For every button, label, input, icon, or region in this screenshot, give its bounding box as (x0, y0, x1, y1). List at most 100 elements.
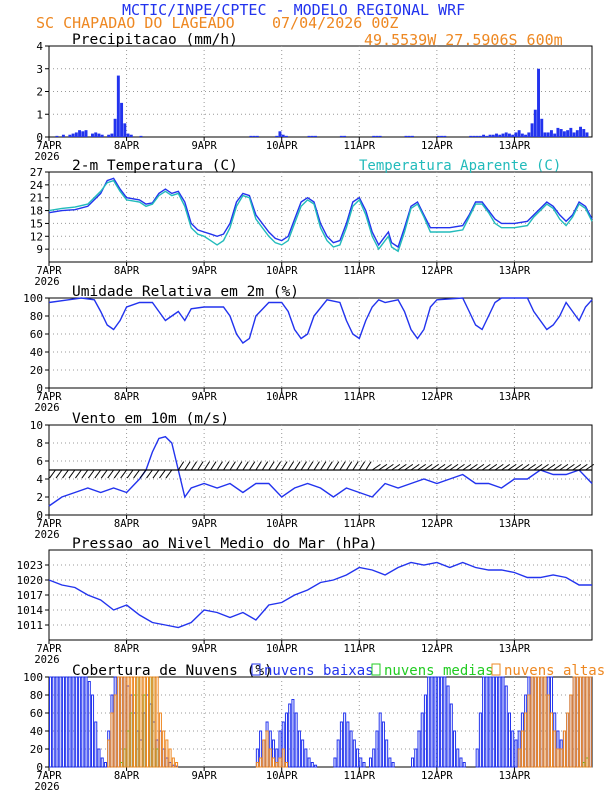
precip-bar (556, 127, 560, 137)
precip-bar (139, 135, 143, 137)
cloud-bar-nuvens-baixas (420, 712, 424, 768)
cloud-bar-nuvens-baixas (511, 730, 515, 768)
cloud-bar-nuvens-baixas (372, 748, 376, 768)
wind-barb (120, 469, 127, 479)
precip-bar (314, 135, 317, 137)
wind-barb (216, 461, 223, 471)
cloud-bar-nuvens-altas (553, 730, 557, 768)
precip-xtick-label: 11APR (343, 140, 375, 152)
precip-bar (498, 134, 502, 137)
wind-barb (455, 463, 465, 471)
precip-bar (378, 135, 382, 137)
cloud-bar-nuvens-altas (116, 676, 120, 768)
cloud-bar-nuvens-baixas (456, 748, 460, 768)
cloud-bar-nuvens-baixas (436, 676, 440, 768)
temp-xtick-label: 12APR (421, 265, 453, 277)
cloud-bar-nuvens-baixas (378, 712, 382, 768)
cloud-ytick-label: 80 (30, 689, 43, 702)
cloud-bar-nuvens-baixas (74, 676, 78, 768)
wind-barb (559, 463, 569, 471)
wind-barb (527, 463, 536, 471)
wind-title: Vento em 10m (m/s) (72, 411, 229, 427)
wind-barb (184, 461, 191, 471)
precip-bar (537, 68, 540, 137)
cloud-bar-nuvens-baixas (58, 676, 62, 768)
cloud-bar-nuvens-baixas (507, 712, 511, 768)
precip-bar (562, 131, 566, 137)
wind-barb (514, 463, 523, 471)
precip-bar (275, 135, 279, 137)
cloud-bar-nuvens-baixas (343, 712, 347, 768)
cloud-bar-nuvens-baixas (488, 676, 492, 768)
precip-bar (585, 132, 589, 137)
wind-barb (100, 469, 108, 479)
cloud-bar-nuvens-baixas (304, 748, 308, 768)
cloud-legend-label: nuvens medias (384, 663, 494, 679)
temp-legend-apparent: Temperatura Aparente (C) (359, 158, 561, 174)
precip-bar (566, 130, 570, 137)
cloud-bar-nuvens-altas (175, 762, 179, 768)
precip-bar (307, 135, 311, 137)
wind-barb (333, 461, 340, 471)
precip-bar (281, 134, 285, 137)
wind-barb (320, 461, 327, 471)
wind-barb (540, 463, 549, 471)
wind-barb (552, 463, 562, 471)
wind-barb (55, 469, 63, 479)
precip-bar (546, 132, 550, 137)
cloud-bar-nuvens-baixas (417, 730, 421, 768)
wind-barb (159, 469, 166, 479)
pres-xtick-label: 11APR (343, 643, 375, 655)
precip-bar (78, 130, 82, 137)
precip-bar (507, 133, 511, 137)
wind-barb (585, 463, 595, 471)
cloud-bar-nuvens-altas (520, 730, 524, 768)
precip-ytick-label: 1 (36, 108, 43, 121)
temp-ytick-label: 18 (30, 205, 43, 218)
wind-barb (81, 469, 89, 479)
pres-ytick-label: 1023 (17, 559, 44, 572)
cloud-bar-nuvens-baixas (440, 676, 444, 768)
cloud-bar-nuvens-baixas (504, 685, 508, 768)
pres-xtick-label: 10APR (266, 643, 298, 655)
rh-series-0 (48, 297, 593, 344)
wind-barb (229, 461, 236, 471)
cloud-xtick-label: 7APR (36, 770, 62, 782)
wind-barb (391, 463, 401, 471)
cloud-legend-label: nuvens baixas (264, 663, 374, 679)
pres-xtick-label: 13APR (499, 643, 531, 655)
pres-frame (48, 549, 593, 641)
cloud-bar-nuvens-baixas (375, 730, 379, 768)
precip-bar (475, 135, 479, 137)
cloud-bar-nuvens-baixas (453, 730, 457, 768)
precip-bar (488, 134, 492, 137)
wind-barb (345, 461, 353, 471)
precip-bar (284, 135, 288, 137)
cloud-bar-nuvens-baixas (291, 699, 295, 768)
cloud-bar-nuvens-altas (171, 757, 175, 768)
pres-title: Pressao ao Nivel Medio do Mar (hPa) (72, 536, 378, 552)
wind-barb (268, 461, 275, 471)
precip-xtick-label: 12APR (421, 140, 453, 152)
cloud-bar-nuvens-baixas (352, 739, 356, 768)
wind-year-label: 2026 (34, 529, 59, 541)
wind-barb (49, 469, 56, 479)
wind-barb (281, 461, 288, 471)
cloud-bar-nuvens-altas (543, 676, 547, 768)
rh-xtick-label: 12APR (421, 391, 453, 403)
cloud-bar-nuvens-altas (546, 694, 550, 768)
cloud-bar-nuvens-altas (549, 712, 554, 768)
precip-bar (553, 133, 557, 137)
rh-xtick-label: 7APR (36, 391, 62, 403)
wind-barb (300, 461, 307, 471)
precip-xtick-label: 7APR (36, 140, 62, 152)
wind-barb (358, 461, 366, 471)
wind-ytick-label: 4 (36, 473, 43, 486)
cloud-bar-nuvens-baixas (91, 694, 95, 768)
cloud-legend-swatch (491, 663, 501, 676)
wind-barb (371, 463, 381, 471)
cloud-bar-nuvens-altas (579, 676, 583, 768)
precip-bar (74, 132, 78, 137)
cloud-title: Cobertura de Nuvens (%) (72, 663, 273, 679)
